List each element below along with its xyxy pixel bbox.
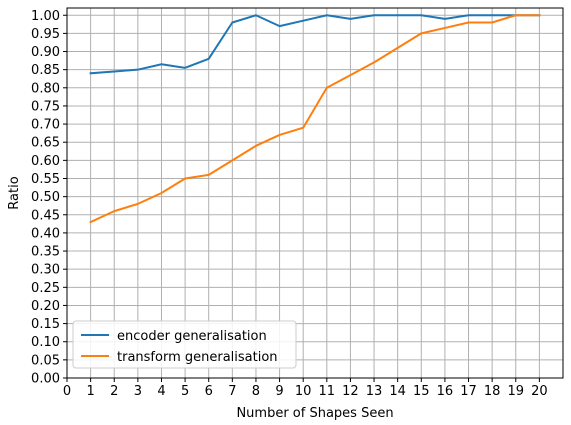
y-tick-label: 0.55 [31,172,60,187]
y-tick-label: 0.30 [31,263,60,278]
y-tick-label: 0.40 [31,226,60,241]
legend-label-transform: transform generalisation [117,350,278,365]
series-1-point [373,61,375,63]
x-tick-label: 16 [437,384,454,399]
x-tick-label: 4 [157,384,165,399]
x-tick-label: 8 [252,384,260,399]
series-1-point [137,203,139,205]
y-tick-label: 0.90 [31,45,60,60]
y-tick-label: 0.75 [31,99,60,114]
legend-box [72,320,297,369]
y-tick-label: 0.65 [31,136,60,151]
series-1-point [302,127,304,129]
series-1-point [326,87,328,89]
x-tick-label: 13 [366,384,383,399]
series-line-0 [89,14,541,75]
y-tick-label: 0.95 [31,27,60,42]
x-axis: 0 1 2 3 4 5 6 7 8 9 10 11 12 13 14 15 16 17 18 19 20 [63,378,548,399]
series-0-point [349,18,351,20]
y-axis: 0.00 0.05 0.10 0.15 0.20 0.25 0.30 0.35 0.40 0.45… [31,9,67,387]
legend-label-encoder: encoder generalisation [117,329,267,344]
series-1-point [208,174,210,176]
y-tick-label: 0.50 [31,190,60,205]
y-tick-label: 0.15 [31,317,60,332]
series-0-point [113,70,115,72]
x-tick-label: 14 [389,384,406,399]
x-axis-label: Number of Shapes Seen [236,406,393,421]
series-0-point [184,67,186,69]
x-tick-label: 3 [134,384,142,399]
y-tick-label: 0.80 [31,81,60,96]
y-tick-label: 0.60 [31,154,60,169]
x-tick-label: 20 [531,384,548,399]
x-tick-label: 15 [413,384,430,399]
x-tick-label: 9 [275,384,283,399]
series-1-point [444,27,446,29]
x-tick-label: 12 [342,384,359,399]
x-tick-label: 5 [181,384,189,399]
series-0-point [137,69,139,71]
series-0-point [373,14,375,16]
series-1-point [231,159,233,161]
x-tick-label: 11 [319,384,336,399]
series-1-point [113,210,115,212]
y-tick-label: 0.10 [31,335,60,350]
y-axis-label: Ratio [7,176,22,209]
x-tick-label: 2 [110,384,118,399]
series-1-point [397,47,399,49]
series-0-point [302,20,304,22]
series-1-point [468,22,470,24]
y-tick-label: 1.00 [31,9,60,24]
series-1-point [538,14,540,16]
y-tick-label: 0.05 [31,353,60,368]
legend: encoder generalisation transform general… [72,320,297,369]
series-1-point [420,32,422,34]
series-1-point [491,22,493,24]
x-tick-label: 18 [484,384,501,399]
x-tick-label: 7 [228,384,236,399]
y-tick-label: 0.00 [31,372,60,387]
series-0-point [255,14,257,16]
series-0-point [397,14,399,16]
series-1-point [515,14,517,16]
y-tick-label: 0.35 [31,245,60,260]
series-1-point [349,74,351,76]
series-0-point [444,18,446,20]
y-tick-label: 0.70 [31,118,60,133]
series-0-point [420,14,422,16]
series-layer [89,14,541,224]
series-1-point [184,177,186,179]
y-tick-label: 0.85 [31,63,60,78]
series-1-point [279,134,281,136]
series-0-point [491,14,493,16]
series-0-point [326,14,328,16]
series-1-point [90,221,92,223]
grid-lines [66,8,563,379]
series-1-point [255,145,257,147]
series-0-point [90,72,92,74]
x-tick-label: 19 [507,384,524,399]
series-line-1 [89,14,541,224]
series-0-point [468,14,470,16]
x-tick-label: 0 [63,384,71,399]
y-tick-label: 0.25 [31,281,60,296]
x-tick-label: 10 [295,384,312,399]
x-tick-label: 6 [205,384,213,399]
y-tick-label: 0.20 [31,299,60,314]
series-0-point [160,63,162,65]
series-0-point [279,25,281,27]
series-0-point [231,22,233,24]
plot-frame [66,7,564,379]
x-tick-label: 1 [86,384,94,399]
x-tick-label: 17 [460,384,477,399]
series-0-point [208,58,210,60]
y-tick-label: 0.45 [31,208,60,223]
series-1-point [160,192,162,194]
